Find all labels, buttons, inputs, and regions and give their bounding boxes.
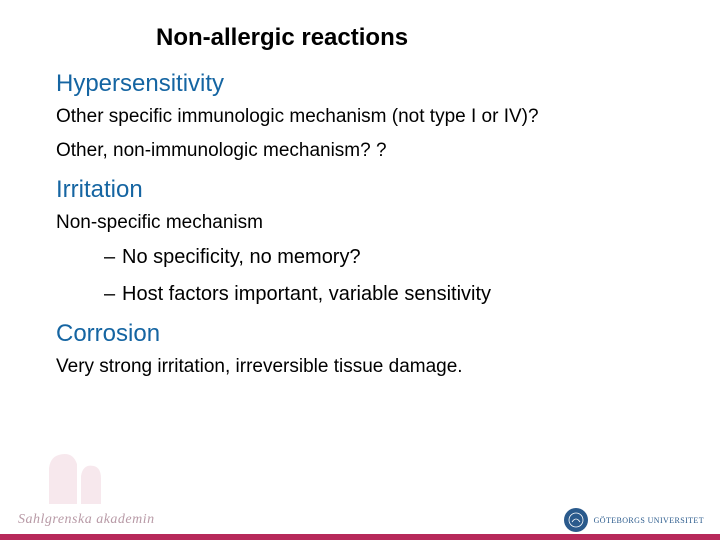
footer-accent-bar — [0, 534, 720, 540]
bullet-item: –No specificity, no memory? — [104, 246, 672, 269]
bullet-text: Host factors important, variable sensiti… — [122, 283, 491, 305]
section-heading: Corrosion — [56, 320, 672, 348]
footer-right-logo: GÖTEBORGS UNIVERSITET — [564, 508, 704, 532]
bullet-text: No specificity, no memory? — [122, 246, 361, 268]
section-heading: Hypersensitivity — [56, 70, 672, 98]
dash-icon: – — [104, 246, 122, 269]
university-seal-icon — [564, 508, 588, 532]
section-heading: Irritation — [56, 176, 672, 204]
body-line: Other, non-immunologic mechanism? ? — [56, 140, 672, 162]
section-hypersensitivity: Hypersensitivity Other specific immunolo… — [56, 70, 672, 162]
body-line: Non-specific mechanism — [56, 212, 672, 234]
slide-title: Non-allergic reactions — [156, 24, 672, 52]
section-irritation: Irritation Non-specific mechanism –No sp… — [56, 176, 672, 306]
dash-icon: – — [104, 283, 122, 306]
footer-left-logo: Sahlgrenska akademin — [18, 512, 155, 528]
slide: Non-allergic reactions Hypersensitivity … — [0, 0, 720, 540]
bullet-list: –No specificity, no memory? –Host factor… — [104, 246, 672, 306]
footer-right-text: GÖTEBORGS UNIVERSITET — [594, 516, 704, 525]
bullet-item: –Host factors important, variable sensit… — [104, 283, 672, 306]
footer: Sahlgrenska akademin GÖTEBORGS UNIVERSIT… — [0, 496, 720, 540]
body-line: Very strong irritation, irreversible tis… — [56, 356, 672, 378]
body-line: Other specific immunologic mechanism (no… — [56, 106, 672, 128]
section-corrosion: Corrosion Very strong irritation, irreve… — [56, 320, 672, 378]
